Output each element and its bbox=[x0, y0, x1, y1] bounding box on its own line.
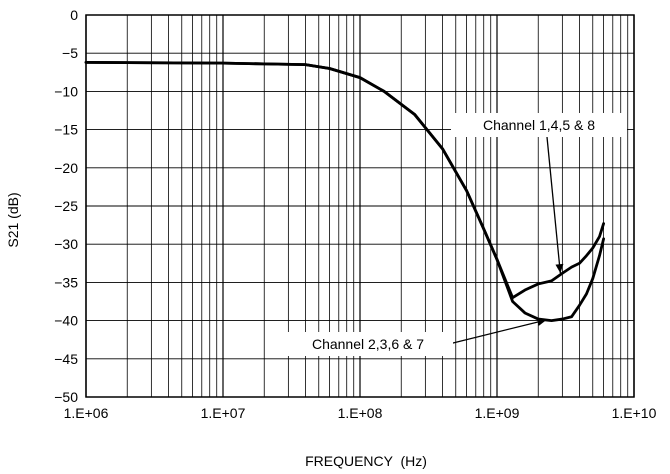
plot-frame bbox=[85, 14, 635, 398]
x-tick-label: 1.E+10 bbox=[612, 405, 657, 421]
annotation-leader-line bbox=[546, 136, 561, 274]
x-tick-label: 1.E+07 bbox=[201, 405, 246, 421]
y-tick-label: −10 bbox=[54, 83, 78, 99]
x-tick-label: 1.E+08 bbox=[338, 405, 383, 421]
y-axis-title: S21 (dB) bbox=[5, 192, 21, 247]
series-line-2 bbox=[84, 60, 606, 322]
y-tick-label: −15 bbox=[54, 122, 78, 138]
y-tick-label: −45 bbox=[54, 351, 78, 367]
annotation-label-background bbox=[283, 332, 453, 356]
y-tick-labels: 0 −5 −10 −15 −20 −25 −30 −35 −40 −45 −50 bbox=[54, 7, 78, 405]
x-tick-label: 1.E+06 bbox=[64, 405, 109, 421]
y-tick-label: −30 bbox=[54, 236, 78, 252]
x-tick-labels: 1.E+06 1.E+07 1.E+08 1.E+09 1.E+10 bbox=[64, 405, 657, 421]
y-tick-label: −5 bbox=[62, 45, 78, 61]
series-layer bbox=[84, 60, 606, 322]
annotation-leader-line bbox=[448, 319, 547, 345]
y-tick-label: −20 bbox=[54, 160, 78, 176]
x-axis-title: FREQUENCY (Hz) bbox=[305, 453, 427, 469]
annotation-arrowhead bbox=[536, 318, 547, 326]
y-tick-label: −40 bbox=[54, 313, 78, 329]
annotation-label-background bbox=[451, 113, 627, 137]
annotation-label: Channel 2,3,6 & 7 bbox=[312, 336, 424, 352]
annotation-arrowhead bbox=[555, 263, 564, 274]
y-tick-label: 0 bbox=[70, 7, 78, 23]
y-tick-label: −50 bbox=[54, 389, 78, 405]
annotation-label: Channel 1,4,5 & 8 bbox=[483, 117, 595, 133]
y-tick-label: −35 bbox=[54, 274, 78, 290]
y-tick-label: −25 bbox=[54, 198, 78, 214]
annotation-layer: Channel 1,4,5 & 8 Channel 2,3,6 & 7 bbox=[283, 113, 627, 356]
x-tick-label: 1.E+09 bbox=[475, 405, 520, 421]
